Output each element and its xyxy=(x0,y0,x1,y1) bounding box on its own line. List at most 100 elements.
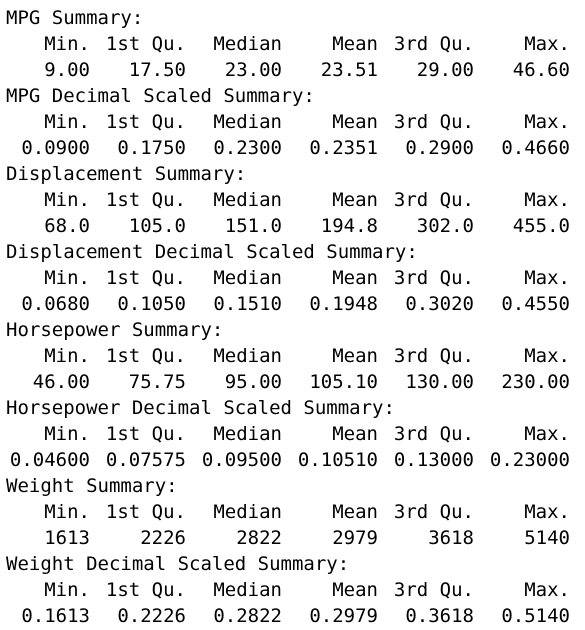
header-1st-qu: 1st Qu. xyxy=(105,345,186,367)
header-mean: Mean xyxy=(332,189,378,211)
summary-title: MPG Decimal Scaled Summary: xyxy=(6,85,315,107)
value-max: 0.4660 xyxy=(501,137,570,159)
value-min: 9.00 xyxy=(44,59,90,81)
values-row: 9.00 17.50 23.00 23.51 29.00 46.60 xyxy=(0,57,585,83)
header-3rd-qu: 3rd Qu. xyxy=(393,189,474,211)
summary-title: Displacement Decimal Scaled Summary: xyxy=(6,241,418,263)
header-mean: Mean xyxy=(332,111,378,133)
header-mean: Mean xyxy=(332,501,378,523)
value-min: 0.1613 xyxy=(21,605,90,627)
header-row: Min. 1st Qu. Median Mean 3rd Qu. Max. xyxy=(0,31,585,57)
value-1st-qu: 2226 xyxy=(140,527,186,549)
header-3rd-qu: 3rd Qu. xyxy=(393,111,474,133)
header-mean: Mean xyxy=(332,423,378,445)
value-1st-qu: 0.2226 xyxy=(117,605,186,627)
value-3rd-qu: 0.3618 xyxy=(405,605,474,627)
header-3rd-qu: 3rd Qu. xyxy=(393,33,474,55)
header-row: Min. 1st Qu. Median Mean 3rd Qu. Max. xyxy=(0,343,585,369)
value-max: 5140 xyxy=(524,527,570,549)
value-mean: 105.10 xyxy=(309,371,378,393)
header-max: Max. xyxy=(524,579,570,601)
header-3rd-qu: 3rd Qu. xyxy=(393,345,474,367)
summary-title: Horsepower Decimal Scaled Summary: xyxy=(6,397,395,419)
summary-title: Displacement Summary: xyxy=(6,163,247,185)
header-min: Min. xyxy=(44,111,90,133)
header-row: Min. 1st Qu. Median Mean 3rd Qu. Max. xyxy=(0,421,585,447)
header-row: Min. 1st Qu. Median Mean 3rd Qu. Max. xyxy=(0,109,585,135)
header-1st-qu: 1st Qu. xyxy=(105,267,186,289)
header-max: Max. xyxy=(524,33,570,55)
value-median: 151.0 xyxy=(224,215,282,237)
value-3rd-qu: 302.0 xyxy=(416,215,474,237)
header-3rd-qu: 3rd Qu. xyxy=(393,423,474,445)
header-1st-qu: 1st Qu. xyxy=(105,111,186,133)
header-mean: Mean xyxy=(332,579,378,601)
value-median: 0.2822 xyxy=(213,605,282,627)
header-min: Min. xyxy=(44,267,90,289)
value-3rd-qu: 0.13000 xyxy=(393,449,474,471)
value-3rd-qu: 130.00 xyxy=(405,371,474,393)
value-max: 0.23000 xyxy=(489,449,570,471)
header-min: Min. xyxy=(44,501,90,523)
value-mean: 194.8 xyxy=(320,215,378,237)
header-max: Max. xyxy=(524,267,570,289)
summary-title: Weight Decimal Scaled Summary: xyxy=(6,553,350,575)
summary-title: Weight Summary: xyxy=(6,475,178,497)
header-mean: Mean xyxy=(332,267,378,289)
header-3rd-qu: 3rd Qu. xyxy=(393,267,474,289)
header-mean: Mean xyxy=(332,33,378,55)
value-1st-qu: 0.07575 xyxy=(105,449,186,471)
header-3rd-qu: 3rd Qu. xyxy=(393,501,474,523)
header-row: Min. 1st Qu. Median Mean 3rd Qu. Max. xyxy=(0,187,585,213)
value-1st-qu: 0.1050 xyxy=(117,293,186,315)
values-row: 0.04600 0.07575 0.09500 0.10510 0.13000 … xyxy=(0,447,585,473)
header-mean: Mean xyxy=(332,345,378,367)
header-median: Median xyxy=(213,501,282,523)
header-1st-qu: 1st Qu. xyxy=(105,189,186,211)
value-1st-qu: 0.1750 xyxy=(117,137,186,159)
header-max: Max. xyxy=(524,189,570,211)
value-mean: 0.2979 xyxy=(309,605,378,627)
value-max: 46.60 xyxy=(512,59,570,81)
summary-title: MPG Summary: xyxy=(6,7,144,29)
header-min: Min. xyxy=(44,33,90,55)
value-mean: 0.10510 xyxy=(297,449,378,471)
value-1st-qu: 17.50 xyxy=(128,59,186,81)
header-row: Min. 1st Qu. Median Mean 3rd Qu. Max. xyxy=(0,265,585,291)
values-row: 46.00 75.75 95.00 105.10 130.00 230.00 xyxy=(0,369,585,395)
header-1st-qu: 1st Qu. xyxy=(105,423,186,445)
value-3rd-qu: 3618 xyxy=(428,527,474,549)
value-min: 1613 xyxy=(44,527,90,549)
header-median: Median xyxy=(213,579,282,601)
value-mean: 0.2351 xyxy=(309,137,378,159)
header-3rd-qu: 3rd Qu. xyxy=(393,579,474,601)
value-min: 46.00 xyxy=(32,371,90,393)
value-3rd-qu: 0.2900 xyxy=(405,137,474,159)
value-median: 95.00 xyxy=(224,371,282,393)
header-median: Median xyxy=(213,267,282,289)
header-row: Min. 1st Qu. Median Mean 3rd Qu. Max. xyxy=(0,499,585,525)
header-1st-qu: 1st Qu. xyxy=(105,501,186,523)
value-max: 230.00 xyxy=(501,371,570,393)
header-median: Median xyxy=(213,33,282,55)
value-3rd-qu: 29.00 xyxy=(416,59,474,81)
header-min: Min. xyxy=(44,423,90,445)
value-median: 0.1510 xyxy=(213,293,282,315)
header-min: Min. xyxy=(44,579,90,601)
summary-title: Horsepower Summary: xyxy=(6,319,224,341)
header-max: Max. xyxy=(524,111,570,133)
value-max: 0.4550 xyxy=(501,293,570,315)
values-row: 0.0680 0.1050 0.1510 0.1948 0.3020 0.455… xyxy=(0,291,585,317)
value-min: 0.0680 xyxy=(21,293,90,315)
values-row: 0.1613 0.2226 0.2822 0.2979 0.3618 0.514… xyxy=(0,603,585,629)
header-max: Max. xyxy=(524,423,570,445)
header-max: Max. xyxy=(524,501,570,523)
values-row: 68.0 105.0 151.0 194.8 302.0 455.0 xyxy=(0,213,585,239)
value-mean: 0.1948 xyxy=(309,293,378,315)
value-3rd-qu: 0.3020 xyxy=(405,293,474,315)
value-1st-qu: 105.0 xyxy=(128,215,186,237)
value-1st-qu: 75.75 xyxy=(128,371,186,393)
value-median: 0.09500 xyxy=(201,449,282,471)
value-mean: 23.51 xyxy=(320,59,378,81)
